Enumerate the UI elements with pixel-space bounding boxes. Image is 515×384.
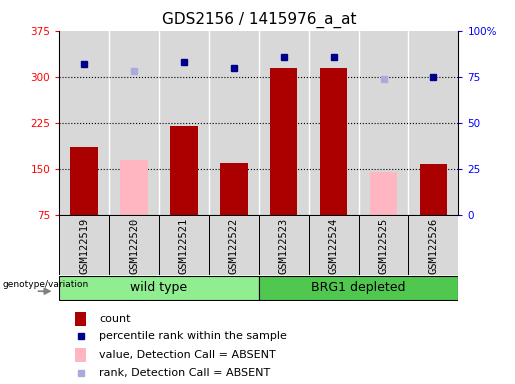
Title: GDS2156 / 1415976_a_at: GDS2156 / 1415976_a_at [162, 12, 356, 28]
Bar [259, 215, 308, 275]
Text: BRG1 depleted: BRG1 depleted [312, 281, 406, 295]
Bar [71, 147, 98, 215]
Bar [75, 312, 87, 326]
Text: genotype/variation: genotype/variation [3, 280, 89, 290]
Bar [220, 163, 248, 215]
Text: wild type: wild type [130, 281, 187, 295]
Text: count: count [99, 314, 131, 324]
Bar [320, 68, 347, 215]
Text: GSM122520: GSM122520 [129, 218, 139, 274]
Text: value, Detection Call = ABSENT: value, Detection Call = ABSENT [99, 350, 276, 360]
Text: GSM122521: GSM122521 [179, 218, 189, 274]
Bar [75, 348, 87, 362]
Text: GSM122522: GSM122522 [229, 218, 239, 274]
Bar [408, 215, 458, 275]
Bar [270, 68, 298, 215]
Text: GSM122523: GSM122523 [279, 218, 289, 274]
Bar [59, 276, 259, 300]
Text: rank, Detection Call = ABSENT: rank, Detection Call = ABSENT [99, 368, 270, 378]
Bar [170, 126, 198, 215]
Text: GSM122525: GSM122525 [379, 218, 388, 274]
Bar [308, 215, 358, 275]
Bar [209, 215, 259, 275]
Text: GSM122526: GSM122526 [428, 218, 438, 274]
Bar [159, 215, 209, 275]
Bar [59, 215, 109, 275]
Text: percentile rank within the sample: percentile rank within the sample [99, 331, 287, 341]
Bar [358, 215, 408, 275]
Bar [370, 172, 397, 215]
Text: GSM122519: GSM122519 [79, 218, 89, 274]
Bar [109, 215, 159, 275]
Bar [259, 276, 458, 300]
Text: GSM122524: GSM122524 [329, 218, 339, 274]
Bar [121, 160, 148, 215]
Bar [420, 164, 447, 215]
